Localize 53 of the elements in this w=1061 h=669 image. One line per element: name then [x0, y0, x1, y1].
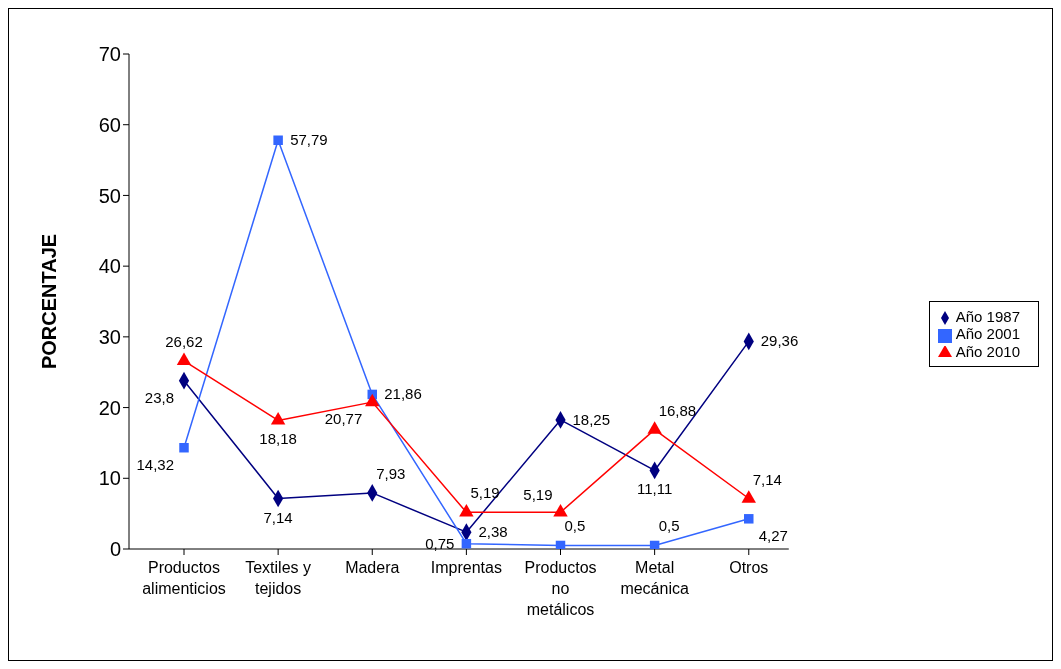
point [270, 412, 286, 425]
data-label: 0,5 [564, 517, 586, 535]
point [461, 538, 472, 549]
legend-label: Año 2010 [955, 342, 1020, 360]
data-label: 23,8 [144, 388, 174, 406]
point [647, 421, 662, 434]
y-tick-label: 30 [98, 325, 121, 348]
point [744, 514, 754, 524]
data-label: 7,14 [263, 508, 293, 526]
data-label: 20,77 [324, 410, 363, 428]
point [553, 503, 568, 517]
x-tick-label: Madera [345, 559, 400, 576]
y-axis-title: PORCENTAJE [38, 233, 61, 370]
x-tick-label: Otros [729, 559, 769, 576]
y-tick-label: 50 [98, 184, 121, 207]
data-label: 21,86 [384, 385, 422, 403]
x-tick-label: Productos no metálicos [524, 559, 597, 618]
legend-label: Año 2001 [955, 325, 1020, 343]
data-label: 0,75 [425, 534, 455, 552]
data-label: 0,5 [658, 517, 680, 535]
y-tick-label: 10 [98, 467, 121, 490]
y-tick-label: 20 [98, 396, 121, 419]
y-tick-label: 40 [98, 255, 121, 278]
data-label: 11,11 [636, 480, 673, 498]
data-label: 5,19 [470, 484, 500, 502]
data-label: 7,93 [376, 464, 406, 482]
data-label: 7,14 [752, 470, 782, 488]
data-label: 5,19 [523, 486, 553, 504]
data-label: 29,36 [760, 332, 799, 350]
legend-label: Año 1987 [955, 308, 1020, 326]
x-tick-label: Textiles y tejidos [245, 559, 312, 597]
point [459, 503, 474, 517]
data-label: 16,88 [658, 401, 697, 419]
data-label: 26,62 [165, 332, 203, 350]
y-tick-label: 60 [98, 113, 121, 136]
data-label: 57,79 [290, 131, 328, 149]
y-tick-label: 0 [109, 538, 121, 561]
point [555, 540, 566, 549]
x-tick-label: Imprentas [430, 559, 502, 576]
point [176, 352, 192, 365]
x-tick-label: Productos alimenticios [142, 559, 226, 597]
data-label: 18,18 [259, 430, 297, 448]
data-label: 18,25 [572, 410, 611, 428]
data-label: 14,32 [136, 455, 174, 473]
data-label: 2,38 [478, 523, 508, 541]
point [179, 442, 189, 453]
x-tick-label: Metal mecánica [620, 559, 689, 597]
point [649, 540, 660, 549]
point [273, 135, 283, 146]
y-tick-label: 70 [98, 43, 121, 66]
data-label: 4,27 [758, 526, 788, 544]
point [365, 393, 380, 407]
point [741, 490, 756, 503]
